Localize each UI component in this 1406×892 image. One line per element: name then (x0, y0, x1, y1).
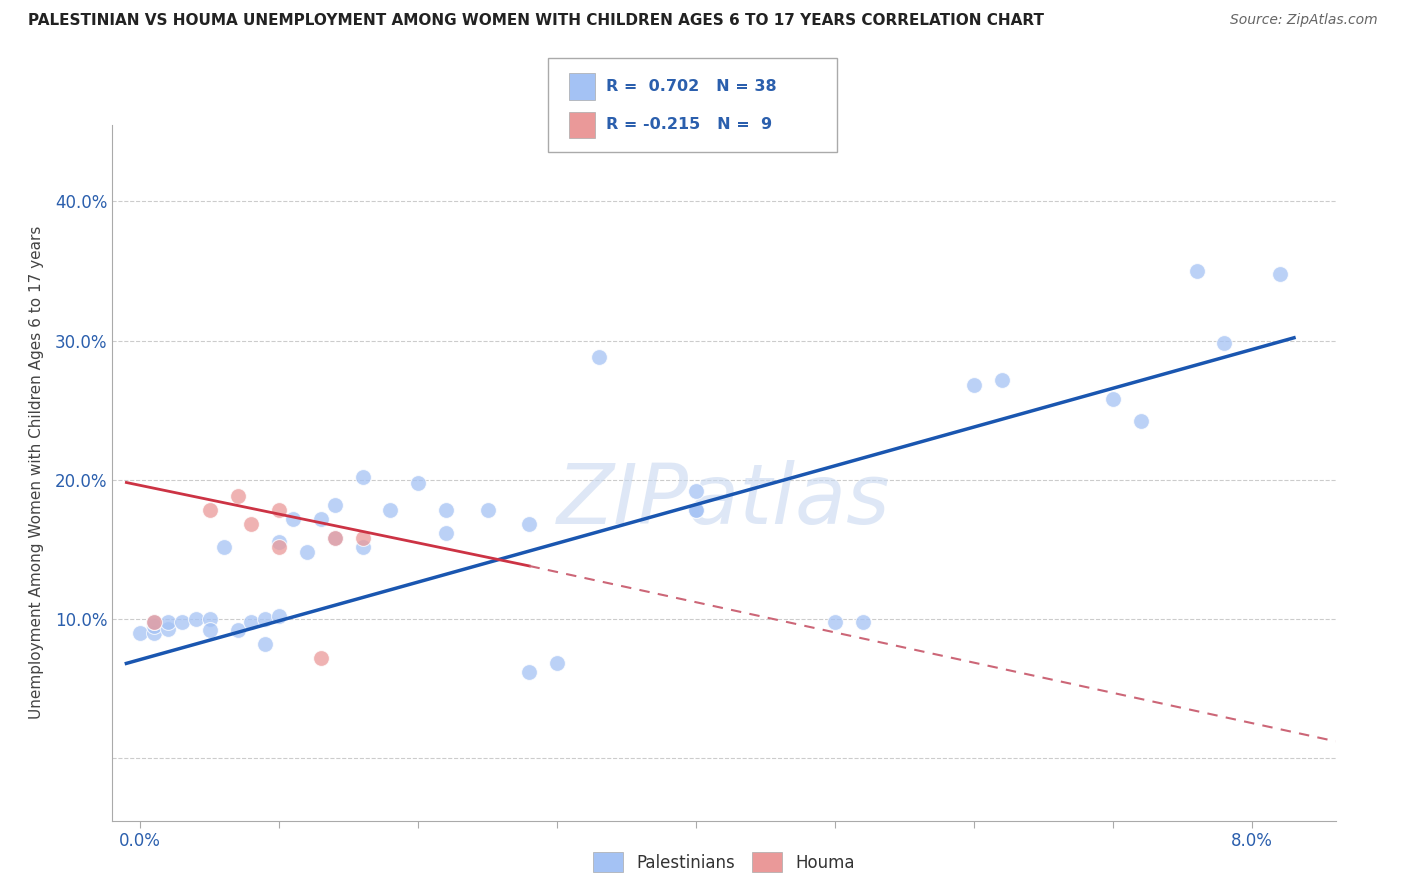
Point (546, 657, 568, 671)
Point (852, 615, 875, 629)
Point (226, 623, 249, 637)
Point (240, 615, 263, 629)
Y-axis label: Unemployment Among Women with Children Ages 6 to 17 years: Unemployment Among Women with Children A… (30, 226, 44, 720)
Text: R =  0.702   N = 38: R = 0.702 N = 38 (606, 79, 776, 94)
Point (323, 498, 346, 512)
Point (352, 540, 374, 554)
Point (1213, 336, 1236, 351)
Point (143, 619, 166, 633)
Point (519, 665, 541, 679)
Point (157, 615, 180, 629)
Point (143, 615, 166, 629)
Point (309, 650, 332, 665)
Point (240, 517, 263, 532)
Point (380, 503, 402, 517)
Point (198, 623, 221, 637)
Point (269, 609, 291, 624)
Point (254, 637, 277, 651)
Text: R = -0.215   N =  9: R = -0.215 N = 9 (606, 118, 772, 132)
Point (991, 372, 1014, 386)
Point (269, 535, 291, 549)
Point (143, 625, 166, 640)
Point (143, 615, 166, 629)
Point (323, 531, 346, 545)
Point (198, 612, 221, 626)
Point (434, 525, 457, 540)
Point (588, 351, 610, 365)
Point (1102, 392, 1125, 406)
Point (1268, 267, 1291, 281)
Point (283, 511, 305, 525)
Point (685, 503, 707, 517)
Point (434, 503, 457, 517)
Point (963, 378, 986, 392)
Point (254, 612, 277, 626)
Point (685, 483, 707, 498)
Point (352, 470, 374, 484)
Point (170, 615, 193, 629)
Point (477, 503, 499, 517)
Point (323, 531, 346, 545)
Point (184, 612, 207, 626)
Legend: Palestinians, Houma: Palestinians, Houma (586, 846, 862, 879)
Point (519, 517, 541, 532)
Point (685, 503, 707, 517)
Point (352, 531, 374, 545)
Point (1130, 414, 1153, 428)
Point (129, 625, 152, 640)
Point (824, 615, 846, 629)
Point (226, 490, 249, 504)
Text: Source: ZipAtlas.com: Source: ZipAtlas.com (1230, 13, 1378, 28)
Point (269, 540, 291, 554)
Point (295, 545, 318, 559)
Point (1185, 264, 1208, 278)
Point (198, 503, 221, 517)
Point (212, 540, 235, 554)
Point (269, 503, 291, 517)
Point (157, 622, 180, 636)
Text: PALESTINIAN VS HOUMA UNEMPLOYMENT AMONG WOMEN WITH CHILDREN AGES 6 TO 17 YEARS C: PALESTINIAN VS HOUMA UNEMPLOYMENT AMONG … (28, 13, 1045, 29)
Point (309, 511, 332, 525)
Text: ZIPatlas: ZIPatlas (557, 460, 891, 541)
Point (408, 475, 430, 490)
